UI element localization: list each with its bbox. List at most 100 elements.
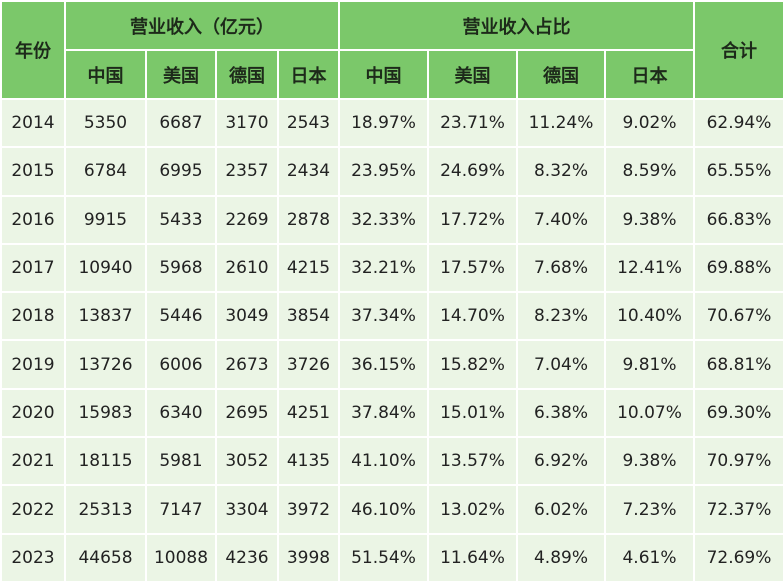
table-header: 年份 营业收入（亿元） 营业收入占比 合计 中国 美国 德国 日本 中国 美国 德国 日本	[0, 0, 783, 100]
value-cell: 10940	[64, 242, 147, 294]
country-header: 日本	[604, 49, 695, 100]
value-cell: 2543	[277, 97, 340, 149]
value-cell: 70.67%	[693, 291, 783, 342]
data-row: 2016 9915 5433 2269 2878 32.33% 17.72% 7.40% 9.3…	[0, 194, 783, 245]
value-cell: 72.37%	[693, 484, 783, 535]
value-cell: 66.83%	[693, 194, 783, 245]
value-cell: 11.24%	[516, 97, 606, 149]
country-header: 美国	[145, 49, 217, 100]
value-cell: 17.57%	[427, 242, 518, 294]
data-row: 2018 13837 5446 3049 3854 37.34% 14.70% 8.23% 10…	[0, 291, 783, 342]
value-cell: 4135	[277, 436, 340, 487]
value-cell: 6.02%	[516, 484, 606, 535]
value-cell: 3998	[277, 532, 340, 583]
value-cell: 10.07%	[604, 387, 695, 439]
value-cell: 9.02%	[604, 97, 695, 149]
value-cell: 5981	[145, 436, 217, 487]
value-cell: 15.82%	[427, 339, 518, 390]
data-row: 2020 15983 6340 2695 4251 37.84% 15.01% 6.38% 10…	[0, 387, 783, 439]
country-header: 中国	[338, 49, 429, 100]
value-cell: 8.23%	[516, 291, 606, 342]
data-row: 2014 5350 6687 3170 2543 18.97% 23.71% 11.24% 9.…	[0, 97, 783, 149]
country-header: 美国	[427, 49, 518, 100]
data-row: 2023 44658 10088 4236 3998 51.54% 11.64% 4.89% 4…	[0, 532, 783, 583]
year-cell: 2014	[0, 97, 66, 149]
value-cell: 37.34%	[338, 291, 429, 342]
year-cell: 2023	[0, 532, 66, 583]
value-cell: 2673	[215, 339, 279, 390]
value-cell: 69.30%	[693, 387, 783, 439]
value-cell: 2269	[215, 194, 279, 245]
header-row: 年份 营业收入（亿元） 营业收入占比 合计	[0, 0, 783, 100]
value-cell: 2357	[215, 146, 279, 197]
year-cell: 2015	[0, 146, 66, 197]
value-cell: 51.54%	[338, 532, 429, 583]
value-cell: 68.81%	[693, 339, 783, 390]
value-cell: 3972	[277, 484, 340, 535]
value-cell: 65.55%	[693, 146, 783, 197]
value-cell: 9915	[64, 194, 147, 245]
value-cell: 13.02%	[427, 484, 518, 535]
value-cell: 9.38%	[604, 436, 695, 487]
value-cell: 6784	[64, 146, 147, 197]
value-cell: 7147	[145, 484, 217, 535]
value-cell: 5446	[145, 291, 217, 342]
header-row: 中国 美国 德国 日本 中国 美国 德国 日本	[1, 49, 783, 100]
year-cell: 2017	[0, 242, 66, 294]
value-cell: 18115	[64, 436, 147, 487]
value-cell: 7.23%	[604, 484, 695, 535]
year-cell: 2020	[0, 387, 66, 439]
country-header: 日本	[277, 49, 340, 100]
data-row: 2019 13726 6006 2673 3726 36.15% 15.82% 7.04% 9.…	[0, 339, 783, 390]
value-cell: 4.61%	[604, 532, 695, 583]
value-cell: 3049	[215, 291, 279, 342]
country-header: 德国	[215, 49, 279, 100]
value-cell: 70.97%	[693, 436, 783, 487]
value-cell: 3304	[215, 484, 279, 535]
group-header: 营业收入（亿元）	[64, 0, 340, 51]
value-cell: 3170	[215, 97, 279, 149]
value-cell: 6.92%	[516, 436, 606, 487]
value-cell: 2695	[215, 387, 279, 439]
value-cell: 8.32%	[516, 146, 606, 197]
group-header: 营业收入占比	[338, 0, 695, 51]
value-cell: 12.41%	[604, 242, 695, 294]
value-cell: 24.69%	[427, 146, 518, 197]
value-cell: 15983	[64, 387, 147, 439]
value-cell: 11.64%	[427, 532, 518, 583]
value-cell: 2878	[277, 194, 340, 245]
data-row: 2022 25313 7147 3304 3972 46.10% 13.02% 6.02% 7.…	[0, 484, 783, 535]
value-cell: 7.40%	[516, 194, 606, 245]
value-cell: 9.81%	[604, 339, 695, 390]
value-cell: 25313	[64, 484, 147, 535]
value-cell: 15.01%	[427, 387, 518, 439]
value-cell: 7.68%	[516, 242, 606, 294]
country-header: 德国	[516, 49, 606, 100]
value-cell: 72.69%	[693, 532, 783, 583]
data-row: 2017 10940 5968 2610 4215 32.21% 17.57% 7.68% 12…	[0, 242, 783, 294]
value-cell: 8.59%	[604, 146, 695, 197]
value-cell: 6006	[145, 339, 217, 390]
value-cell: 3854	[277, 291, 340, 342]
value-cell: 3726	[277, 339, 340, 390]
country-header: 中国	[64, 49, 147, 100]
value-cell: 5350	[64, 97, 147, 149]
value-cell: 4236	[215, 532, 279, 583]
year-cell: 2018	[0, 291, 66, 342]
data-row: 2021 18115 5981 3052 4135 41.10% 13.57% 6.92% 9.…	[0, 436, 783, 487]
year-header: 年份	[0, 0, 66, 100]
value-cell: 44658	[64, 532, 147, 583]
value-cell: 6.38%	[516, 387, 606, 439]
table-body: 2014 5350 6687 3170 2543 18.97% 23.71% 11.24% 9.…	[0, 97, 783, 583]
value-cell: 9.38%	[604, 194, 695, 245]
year-cell: 2022	[0, 484, 66, 535]
value-cell: 23.95%	[338, 146, 429, 197]
value-cell: 46.10%	[338, 484, 429, 535]
value-cell: 7.04%	[516, 339, 606, 390]
value-cell: 14.70%	[427, 291, 518, 342]
value-cell: 23.71%	[427, 97, 518, 149]
value-cell: 10.40%	[604, 291, 695, 342]
year-cell: 2021	[0, 436, 66, 487]
value-cell: 4.89%	[516, 532, 606, 583]
